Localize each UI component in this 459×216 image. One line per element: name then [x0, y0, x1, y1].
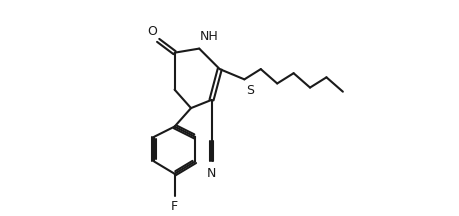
Text: NH: NH	[200, 30, 218, 43]
Text: O: O	[147, 25, 157, 38]
Text: S: S	[246, 84, 254, 97]
Text: N: N	[207, 167, 216, 179]
Text: F: F	[171, 200, 178, 213]
